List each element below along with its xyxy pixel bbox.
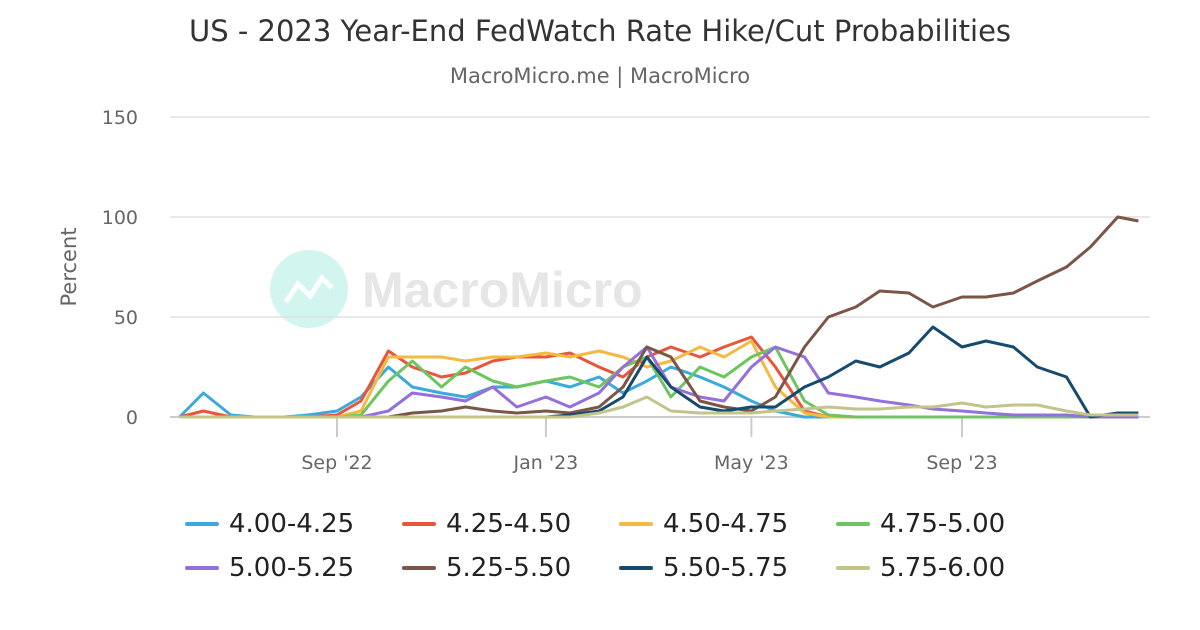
legend-label: 4.50-4.75 — [663, 509, 789, 539]
y-axis-label: Percent — [57, 227, 81, 306]
legend-swatch — [619, 522, 653, 526]
legend-item[interactable]: 4.00-4.25 — [185, 508, 402, 540]
legend-swatch — [185, 522, 219, 526]
y-tick-label: 50 — [114, 307, 138, 329]
legend-label: 5.50-5.75 — [663, 553, 789, 583]
legend: 4.00-4.25 4.25-4.50 4.50-4.75 4.75-5.00 5.00… — [185, 508, 1053, 584]
legend-swatch — [836, 522, 870, 526]
y-tick-label: 150 — [102, 107, 138, 129]
series-line-5.75-6.00 — [179, 395, 1139, 419]
legend-item[interactable]: 4.75-5.00 — [836, 508, 1053, 540]
x-tick-label: Sep '22 — [301, 452, 372, 474]
y-tick-label: 100 — [102, 207, 138, 229]
legend-swatch — [185, 566, 219, 570]
legend-label: 5.25-5.50 — [446, 553, 572, 583]
legend-label: 5.00-5.25 — [229, 553, 355, 583]
legend-item[interactable]: 5.25-5.50 — [402, 552, 619, 584]
x-tick-label: Jan '23 — [513, 452, 579, 474]
chart-title: US - 2023 Year-End FedWatch Rate Hike/Cu… — [188, 14, 1012, 48]
legend-label: 4.25-4.50 — [446, 509, 572, 539]
legend-label: 4.00-4.25 — [229, 509, 355, 539]
y-tick-label: 0 — [126, 407, 138, 429]
legend-swatch — [402, 522, 436, 526]
watermark-logo-icon — [270, 250, 348, 328]
legend-swatch — [836, 566, 870, 570]
legend-item[interactable]: 5.75-6.00 — [836, 552, 1053, 584]
watermark-text: MacroMicro — [362, 262, 643, 318]
legend-item[interactable]: 5.50-5.75 — [619, 552, 836, 584]
watermark-logo-icon — [283, 274, 334, 304]
legend-item[interactable]: 4.25-4.50 — [402, 508, 619, 540]
x-tick-label: May '23 — [714, 452, 789, 474]
x-tick-label: Sep '23 — [926, 452, 997, 474]
legend-item[interactable]: 4.50-4.75 — [619, 508, 836, 540]
legend-swatch — [402, 566, 436, 570]
legend-swatch — [619, 566, 653, 570]
legend-item[interactable]: 5.00-5.25 — [185, 552, 402, 584]
legend-label: 5.75-6.00 — [880, 553, 1006, 583]
chart-subtitle: MacroMicro.me | MacroMicro — [449, 64, 751, 88]
legend-label: 4.75-5.00 — [880, 509, 1006, 539]
